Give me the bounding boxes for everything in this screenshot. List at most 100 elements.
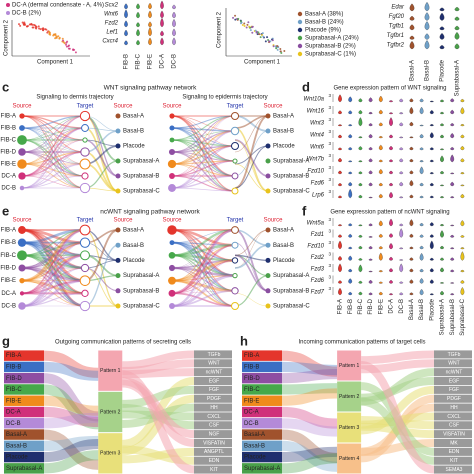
violin xyxy=(409,146,414,151)
edge xyxy=(21,163,86,177)
violin xyxy=(450,147,455,151)
pathway-box xyxy=(434,456,472,465)
violin xyxy=(424,33,430,40)
edge xyxy=(21,139,86,153)
node-label: Suprabasal-B xyxy=(273,288,309,294)
edge xyxy=(234,254,269,292)
violin xyxy=(338,240,342,250)
edge xyxy=(21,163,86,177)
target-node xyxy=(231,241,239,249)
edge xyxy=(171,229,236,269)
pattern-box xyxy=(98,350,123,391)
violin xyxy=(124,9,128,19)
source-node xyxy=(168,148,176,156)
violin xyxy=(419,245,424,250)
target-node xyxy=(230,126,240,136)
violin xyxy=(419,98,424,103)
violin xyxy=(460,269,465,273)
violin xyxy=(429,195,434,199)
node-label: Basal-A xyxy=(123,114,144,120)
violin xyxy=(389,268,393,273)
column-header: Source xyxy=(12,218,32,224)
cell-point xyxy=(259,36,262,39)
violin xyxy=(358,264,363,273)
node-label: Suprabasal-B xyxy=(273,174,309,180)
node-label: Suprabasal-C xyxy=(123,304,160,310)
violin xyxy=(358,258,363,261)
source-node xyxy=(169,173,175,179)
scale-label: 3 xyxy=(328,165,331,170)
violin xyxy=(348,124,353,127)
source-node xyxy=(115,128,121,134)
cell-point xyxy=(280,51,283,54)
source-node xyxy=(265,288,271,294)
violin xyxy=(440,99,444,103)
edge xyxy=(171,242,236,307)
violin xyxy=(368,182,373,187)
edge xyxy=(171,145,236,165)
edge xyxy=(21,229,86,295)
pathway-label: EDN xyxy=(209,458,220,464)
violin xyxy=(409,15,415,21)
edge xyxy=(21,228,86,282)
pathway-label: CSF xyxy=(209,423,219,429)
violin xyxy=(124,3,128,10)
violin xyxy=(389,243,393,250)
violin xyxy=(409,121,414,127)
pathway-label: FGF xyxy=(449,387,459,393)
edge xyxy=(21,151,86,177)
cell-point xyxy=(243,24,246,27)
source-node xyxy=(19,185,25,191)
violin xyxy=(348,171,353,175)
node-label: Basal-B xyxy=(123,129,144,135)
edge xyxy=(171,229,236,277)
violin xyxy=(409,136,414,139)
pathway-box xyxy=(194,350,232,359)
pathway-label: EGF xyxy=(209,378,219,384)
violin xyxy=(348,188,353,199)
edge xyxy=(21,228,86,283)
group-label: Basal-A xyxy=(410,60,416,81)
source-node xyxy=(18,264,26,272)
node-label: FIB-D xyxy=(0,266,16,272)
edge xyxy=(171,241,236,292)
gene-label: Wnt4 xyxy=(310,133,325,139)
violin xyxy=(429,182,434,187)
violin xyxy=(460,287,465,296)
violin xyxy=(450,172,455,175)
cell-label: Basal-B xyxy=(244,443,265,449)
target-node xyxy=(81,289,89,297)
edge xyxy=(21,115,86,153)
violin xyxy=(429,268,434,273)
edge xyxy=(171,163,236,177)
flow xyxy=(281,383,338,395)
cell-label: DC-B xyxy=(6,421,21,427)
source-node xyxy=(265,227,271,233)
violin xyxy=(378,169,383,175)
column-header: Source xyxy=(12,104,32,110)
gene-label: Edar xyxy=(391,5,405,11)
group-label: FIB-E xyxy=(378,299,384,314)
pattern-box xyxy=(337,350,362,381)
violin xyxy=(409,268,414,273)
violin xyxy=(429,132,434,139)
node-label: FIB-C xyxy=(0,138,16,144)
panel-title: WNT signaling pathway network xyxy=(104,85,197,92)
violin xyxy=(378,220,383,227)
edge xyxy=(171,259,236,269)
violin xyxy=(399,158,404,163)
pathway-box xyxy=(434,403,472,412)
violin xyxy=(460,107,465,115)
edge xyxy=(171,241,236,277)
pattern-label: Pattern 2 xyxy=(100,409,121,415)
violin xyxy=(368,170,373,175)
edge xyxy=(171,244,236,307)
group-label: FIB-D xyxy=(368,298,374,314)
cell-box xyxy=(242,463,282,474)
edge xyxy=(171,228,236,257)
violin xyxy=(136,22,140,28)
pattern-label: Pattern 3 xyxy=(100,451,121,457)
violin xyxy=(338,287,342,296)
edge xyxy=(171,241,236,262)
edge xyxy=(171,130,236,177)
